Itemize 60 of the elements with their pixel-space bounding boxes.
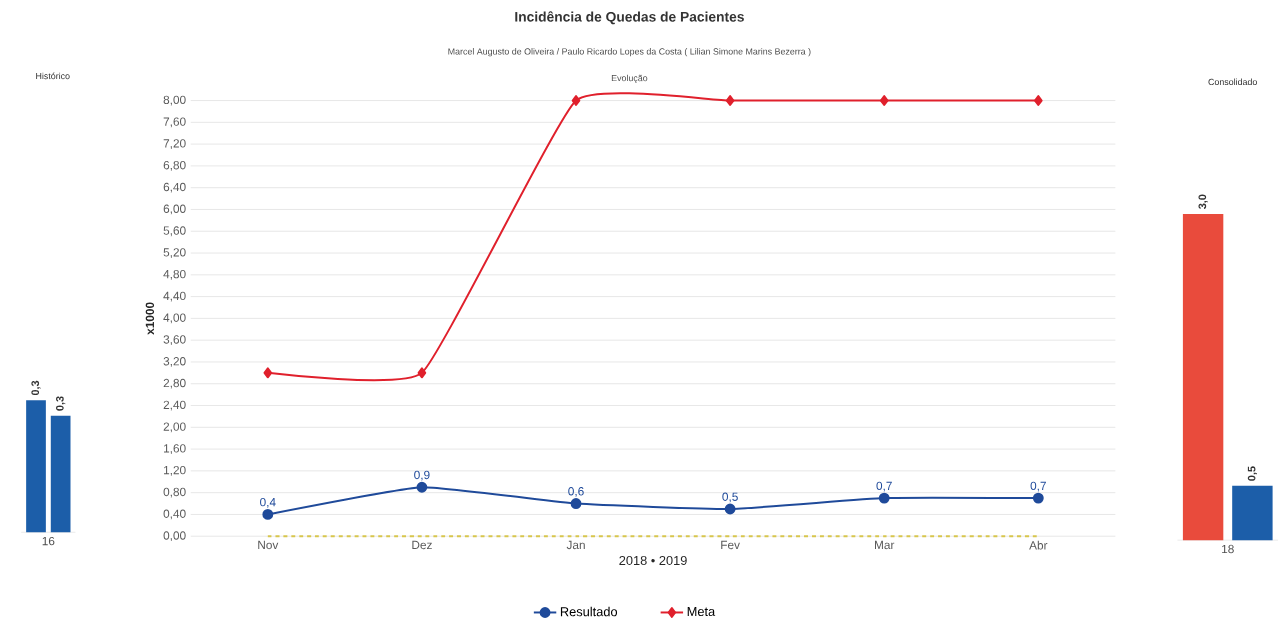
y-tick-label: 4,40: [163, 291, 186, 302]
point: [263, 367, 273, 379]
point: [416, 481, 428, 493]
y-tick-label: 3,60: [163, 335, 186, 346]
text: Evolução: [611, 74, 648, 83]
data-label: 0,7: [876, 481, 892, 492]
point: [262, 509, 274, 520]
y-tick-label: 3,20: [163, 357, 186, 367]
y-tick-label: 4,00: [163, 313, 186, 324]
point: [1034, 95, 1043, 106]
legend-label: Resultado: [560, 606, 618, 617]
y-tick-label: 8,00: [163, 95, 186, 106]
y-tick-label: 5,60: [163, 226, 186, 237]
data-label: 3,0: [1198, 194, 1208, 209]
chart-title: Histórico: [36, 72, 70, 80]
data-label: 0,9: [414, 470, 430, 481]
y-tick-label: 4,80: [163, 269, 186, 280]
x-axis-title: 2018 • 2019: [619, 555, 687, 566]
point: [571, 95, 581, 106]
point: [570, 498, 582, 509]
y-tick-label: 2,40: [163, 400, 186, 411]
y-tick-label: 7,20: [163, 139, 186, 149]
y-tick-label: 5,20: [163, 248, 186, 258]
x-tick-label: Nov: [258, 540, 279, 550]
y-tick-label: 6,80: [163, 161, 186, 171]
y-tick-label: 0,00: [163, 531, 186, 542]
point: [1032, 492, 1044, 504]
data-label: 0,3: [56, 396, 66, 411]
data-label: 0,5: [722, 492, 738, 503]
data-label: 0,6: [568, 487, 584, 497]
x-tick-label: Fev: [721, 540, 740, 550]
data-label: 0,7: [1030, 481, 1046, 492]
data-label: 0,3: [31, 380, 41, 396]
y-tick-label: 0,40: [163, 509, 186, 520]
y-tick-label: 7,60: [163, 117, 186, 128]
data-label: 0,5: [1247, 466, 1258, 481]
x-tick-label: Mar: [875, 540, 895, 550]
y-tick-label: 1,20: [164, 465, 186, 476]
y-tick-label: 6,00: [163, 204, 186, 215]
y-axis-title: x1000: [145, 302, 155, 335]
point: [878, 492, 890, 504]
chart-title: Incidência de Quedas de Pacientes: [515, 11, 744, 25]
y-tick-label: 6,40: [163, 182, 186, 193]
x-tick-label: Jan: [566, 540, 585, 550]
y-tick-label: 2,00: [163, 422, 186, 433]
y-tick-label: 0,80: [163, 487, 186, 498]
point: [724, 503, 736, 515]
legend-label: Meta: [687, 607, 716, 617]
y-tick-label: 2,80: [163, 378, 186, 389]
x-tick-label: Dez: [412, 540, 432, 550]
chart-title: Consolidado: [1208, 78, 1257, 86]
point: [417, 367, 427, 379]
point: [725, 95, 735, 106]
point: [879, 95, 889, 106]
x-tick-label: Abr: [1029, 540, 1048, 550]
x-tick-label: 18: [1222, 544, 1234, 554]
x-tick-label: 16: [42, 536, 55, 546]
chart-subtitle: Marcel Augusto de Oliveira / Paulo Ricardo Lopes da Costa ( Lilian Simone Marins Bezerra ): [448, 48, 811, 57]
data-label: 0,4: [260, 497, 276, 508]
y-tick-label: 1,60: [164, 444, 186, 454]
